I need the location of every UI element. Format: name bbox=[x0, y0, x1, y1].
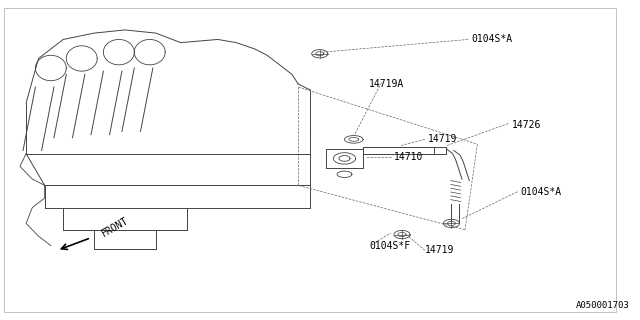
Text: 14719: 14719 bbox=[428, 134, 458, 144]
Text: 14726: 14726 bbox=[511, 120, 541, 130]
Text: 0104S*A: 0104S*A bbox=[471, 35, 513, 44]
Text: 0104S*A: 0104S*A bbox=[521, 187, 562, 197]
Text: 14719: 14719 bbox=[425, 245, 454, 255]
Text: 14710: 14710 bbox=[394, 152, 423, 162]
Text: 14719A: 14719A bbox=[369, 79, 404, 89]
Text: 0104S*F: 0104S*F bbox=[369, 241, 410, 251]
Text: A050001703: A050001703 bbox=[576, 301, 630, 310]
Text: FRONT: FRONT bbox=[100, 215, 131, 238]
